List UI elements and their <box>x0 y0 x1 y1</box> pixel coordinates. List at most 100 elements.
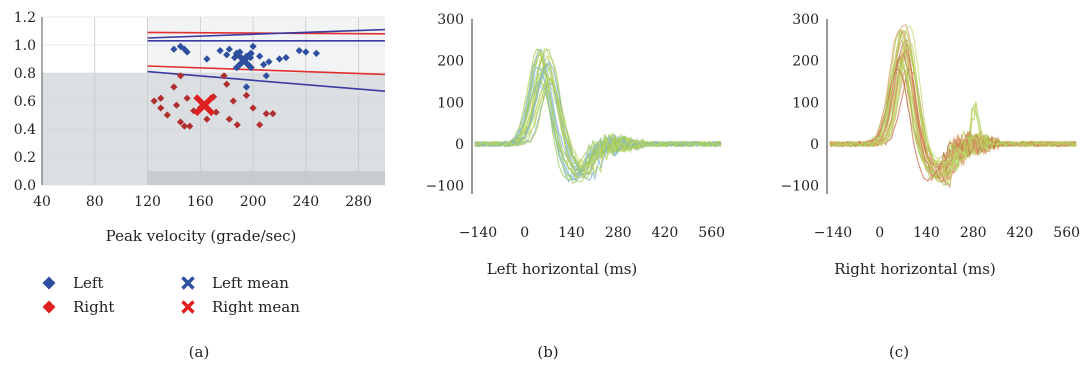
chart-c-x-tick-label: 560 <box>1053 225 1080 241</box>
chart-b-x-tick-label: −140 <box>459 225 497 241</box>
chart-a-point-right <box>225 115 233 123</box>
chart-a-y-tick-label: 0.0 <box>14 178 36 194</box>
chart-c-y-tick-label: 200 <box>792 54 819 70</box>
chart-a-point-left <box>262 72 270 80</box>
chart-a-point-left <box>295 47 303 55</box>
chart-a-point-right <box>163 111 171 119</box>
chart-c-x-tick-label: 0 <box>875 225 884 241</box>
chart-b-y-tick-label: 200 <box>437 54 464 70</box>
chart-c-trace <box>829 29 1077 179</box>
legend-label: Right mean <box>212 298 300 316</box>
chart-a-point-left <box>265 58 273 66</box>
chart-c-y-tick-label: 0 <box>810 137 819 153</box>
chart-b-x-label: Left horizontal (ms) <box>487 260 638 278</box>
chart-a-bound-line <box>147 65 386 76</box>
chart-b-x-tick-label: 140 <box>558 225 585 241</box>
chart-a-y-tick-label: 0.6 <box>14 94 36 110</box>
chart-a-point-right <box>186 122 194 130</box>
chart-c-x-tick-label: 140 <box>913 225 940 241</box>
chart-a-point-left <box>170 45 178 53</box>
chart-a-grid <box>42 16 385 186</box>
chart-a-bound-line <box>147 28 386 39</box>
chart-b-trace <box>474 78 722 180</box>
chart-a-x-tick-label: 40 <box>33 194 51 210</box>
right-mean-marker <box>193 94 216 117</box>
chart-a-point-left <box>223 51 231 59</box>
chart-a-point-left <box>203 55 211 63</box>
chart-a-point-right <box>172 101 181 109</box>
chart-c-x-ticks: −140 0 140 280 420 560 <box>814 225 1080 241</box>
legend-label: Right <box>73 298 114 316</box>
chart-a-point-left <box>275 55 284 63</box>
chart-c-y-tick-label: 100 <box>792 95 819 111</box>
legend-diamond-icon <box>42 276 56 290</box>
legend-label: Left mean <box>212 274 289 292</box>
chart-b-x-tick-label: 560 <box>698 225 725 241</box>
chart-a-y-ticks: 0.0 0.2 0.4 0.6 0.8 1.0 1.2 <box>14 10 36 194</box>
chart-a-point-right <box>220 72 228 80</box>
chart-a-legend: Left Right Left mean Right mean <box>42 274 300 316</box>
chart-c-trace <box>829 32 1077 178</box>
chart-c-x-label: Right horizontal (ms) <box>834 260 996 278</box>
chart-b-trace <box>474 52 722 179</box>
chart-b-x-tick-label: 420 <box>652 225 679 241</box>
chart-a-point-right <box>229 97 237 105</box>
chart-c-traces <box>829 24 1077 189</box>
chart-c-y-tick-label: 300 <box>792 12 819 28</box>
chart-b-trace <box>474 61 722 182</box>
chart-a-point-left <box>302 48 310 56</box>
chart-b-y-ticks: −100 0 100 200 300 <box>426 12 464 195</box>
legend-label: Left <box>73 274 103 292</box>
chart-b-y-tick-label: 0 <box>455 137 464 153</box>
chart-a-point-left <box>260 61 268 69</box>
chart-c-y-ticks: −100 0 100 200 300 <box>781 12 819 195</box>
chart-b: −140 0 140 280 420 560 −100 0 100 200 300 Left ho… <box>426 12 725 361</box>
chart-b-y-tick-label: 300 <box>437 12 464 28</box>
chart-a-point-left <box>183 48 191 56</box>
chart-c-y-tick-label: −100 <box>781 179 819 195</box>
chart-a-point-right <box>223 80 231 88</box>
chart-a-point-left <box>225 45 233 53</box>
chart-a-point-right <box>269 110 277 118</box>
chart-a-point-left <box>282 54 290 62</box>
chart-a-bound-line <box>147 70 386 92</box>
chart-c: −140 0 140 280 420 560 −100 0 100 200 300 Right h… <box>781 12 1080 361</box>
chart-a-x-tick-label: 80 <box>86 194 104 210</box>
chart-b-trace <box>474 81 722 170</box>
chart-a-point-right <box>150 97 158 105</box>
chart-a-point-right <box>176 72 185 80</box>
chart-a-point-right <box>183 94 191 102</box>
chart-a-x-tick-label: 240 <box>292 194 319 210</box>
chart-b-x-tick-label: 0 <box>520 225 529 241</box>
chart-b-x-ticks: −140 0 140 280 420 560 <box>459 225 725 241</box>
chart-a-point-right <box>157 94 165 102</box>
chart-b-x-tick-label: 280 <box>605 225 632 241</box>
panel-label-b: (b) <box>537 343 558 361</box>
chart-a-point-left <box>312 49 320 57</box>
chart-a-lower-band <box>147 171 385 185</box>
chart-a-x-tick-label: 120 <box>134 194 161 210</box>
chart-a-point-right <box>233 121 241 129</box>
chart-a-point-right <box>170 83 178 91</box>
chart-a-point-left <box>242 83 251 91</box>
chart-a-x-tick-label: 200 <box>240 194 267 210</box>
chart-b-y-tick-label: −100 <box>426 179 464 195</box>
chart-a-point-right <box>180 122 189 130</box>
chart-b-y-tick-label: 100 <box>437 95 464 111</box>
chart-a-point-right <box>256 121 264 129</box>
chart-a-point-right <box>157 104 165 112</box>
chart-a-point-left <box>249 42 257 50</box>
chart-a-y-tick-label: 0.4 <box>14 122 36 138</box>
chart-a-point-right <box>203 115 211 123</box>
chart-a-point-right <box>242 91 251 99</box>
chart-a-point-right <box>249 104 257 112</box>
chart-a-y-tick-label: 0.8 <box>14 66 36 82</box>
chart-a-y-tick-label: 1.0 <box>14 38 36 54</box>
chart-c-x-tick-label: 280 <box>960 225 987 241</box>
chart-a-x-label: Peak velocity (grade/sec) <box>106 227 297 245</box>
chart-a: 40 80 120 160 200 240 280 0.0 0.2 0.4 0.6 0.8 1.0 1.… <box>14 10 386 361</box>
chart-a-y-tick-label: 0.2 <box>14 150 36 166</box>
chart-c-x-tick-label: −140 <box>814 225 852 241</box>
chart-a-point-right <box>262 110 270 118</box>
